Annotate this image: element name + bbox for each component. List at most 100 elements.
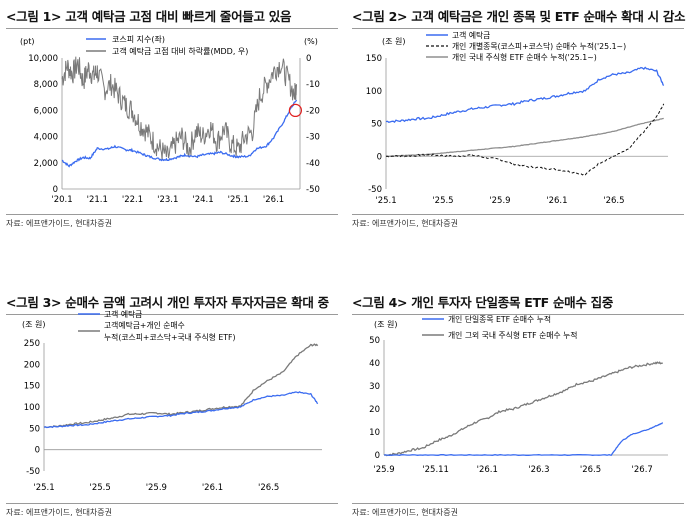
x-tick-label: '23.1 [157, 195, 178, 205]
title-divider [352, 28, 684, 29]
x-tick-label: '26.3 [528, 465, 549, 475]
series-line-kospi [61, 99, 298, 168]
y-tick-label: -50 [26, 467, 40, 477]
x-tick-label: '25.9 [146, 483, 167, 493]
x-tick-label: '25.1 [375, 196, 396, 206]
source-note: 자료: 에프앤가이드, 현대차증권 [352, 508, 459, 517]
series-line-other-etf [383, 361, 663, 457]
title-divider [352, 314, 684, 315]
x-tick-label: '25.5 [432, 196, 453, 206]
x-tick-label: '26.1 [477, 465, 498, 475]
chart-panel-1: <그림 1> 고객 예탁금 고점 대비 빠르게 줄어들고 있음 (pt) (%) 0… [0, 0, 346, 263]
chart-title: <그림 4> 개인 투자자 단일종목 ETF 순매수 집중 [352, 295, 614, 310]
series-line-mdd [61, 56, 297, 161]
y-axis-unit: (조 원) [22, 320, 46, 329]
x-tick-label: '26.1 [202, 483, 223, 493]
y-tick-label-left: 8,000 [34, 80, 58, 90]
y-tick-label-right: -20 [306, 106, 320, 116]
legend-label-deposits: 고객 예탁금 [452, 30, 490, 40]
chart-title: <그림 1> 고객 예탁금 고점 대비 빠르게 줄어들고 있음 [6, 9, 292, 24]
x-tick-label: '22.1 [122, 195, 143, 205]
series-line-stocks [385, 103, 665, 176]
chart-title: <그림 3> 순매수 금액 고려시 개인 투자자 투자자금은 확대 중 [6, 295, 329, 310]
chart-3-svg: (조 원) 250 200 150 100 50 0 -50 '25.1 '25.5 '25.9 '2… [22, 309, 322, 493]
y-tick-label-right: 0 [306, 54, 311, 64]
chart-panel-3: <그림 3> 순매수 금액 고려시 개인 투자자 투자자금은 확대 중 (조 원… [0, 263, 346, 527]
title-divider [6, 28, 338, 29]
series-line-single-etf [384, 422, 663, 457]
x-tick-label: '26.1 [546, 196, 567, 206]
source-note: 자료: 에프앤가이드, 현대차증권 [6, 508, 113, 517]
x-tick-label: '25.11 [422, 465, 449, 475]
y-tick-label: 150 [366, 54, 382, 64]
y-tick-label: 100 [24, 403, 40, 413]
x-tick-label: '24.1 [192, 195, 213, 205]
y-tick-label: 10 [369, 428, 380, 438]
source-divider [352, 214, 684, 215]
y-tick-label: 250 [24, 339, 40, 349]
y-tick-label: 40 [369, 359, 380, 369]
source-divider [352, 503, 684, 504]
y-axis-unit-right: (%) [304, 37, 318, 46]
y-tick-label: 100 [366, 87, 382, 97]
y-tick-label-left: 6,000 [34, 106, 58, 116]
y-tick-label-left: 10,000 [28, 54, 58, 64]
y-tick-label: 50 [29, 424, 40, 434]
legend-label-stocks: 개인 개별종목(코스피+코스닥) 순매수 누적('25.1~) [452, 41, 626, 51]
y-tick-label: 50 [371, 120, 382, 130]
series-line-deposits [385, 66, 665, 124]
y-tick-label-right: -40 [306, 159, 320, 169]
y-axis-unit: (조 원) [382, 37, 406, 46]
y-tick-label-left: 4,000 [34, 133, 58, 143]
y-tick-label-right: -50 [306, 185, 320, 195]
source-divider [6, 503, 338, 504]
x-tick-label: '25.1 [228, 195, 249, 205]
x-tick-label: '26.5 [580, 465, 601, 475]
chart-panel-4: <그림 4> 개인 투자자 단일종목 ETF 순매수 집중 (조 원) 50 40 3… [346, 263, 692, 527]
x-tick-label: '25.5 [90, 483, 111, 493]
legend-label-kospi: 코스피 지수(좌) [112, 35, 165, 44]
y-tick-label-right: -30 [306, 133, 320, 143]
y-tick-label: 150 [24, 382, 40, 392]
y-tick-label: 20 [369, 405, 380, 415]
x-tick-label: '25.9 [489, 196, 510, 206]
chart-4-svg: (조 원) 50 40 30 20 10 0 '25.9 '25.11 '26.1 '26.3 '26… [369, 314, 668, 475]
source-note: 자료: 에프앤가이드, 현대차증권 [6, 219, 113, 228]
y-axis-unit: (조 원) [374, 320, 398, 329]
x-tick-label: '26.1 [263, 195, 284, 205]
y-tick-label: 200 [24, 360, 40, 370]
series-line-total [43, 343, 319, 429]
y-tick-label: 30 [369, 382, 380, 392]
x-tick-label: '20.1 [51, 195, 72, 205]
highlight-circle [288, 103, 303, 118]
legend-label-etf: 개인 국내 주식형 ETF 순매수 누적('25.1~) [452, 52, 597, 62]
legend-label-single-etf: 개인 단일종목 ETF 순매수 누적 [448, 314, 551, 324]
y-tick-label: 50 [369, 336, 380, 346]
y-tick-label: -50 [368, 185, 382, 195]
chart-panel-2: <그림 2> 고객 예탁금은 개인 종목 및 ETF 순매수 확대 시 감소 (… [346, 0, 692, 263]
series-line-etf [385, 117, 664, 157]
y-tick-label: 0 [375, 451, 380, 461]
source-divider [6, 214, 338, 215]
legend-label-deposits: 고객 예탁금 [104, 309, 142, 319]
chart-1-svg: (pt) (%) 0 2,000 4,000 6,000 8,000 10,000 0 -10 -2… [20, 35, 320, 205]
series-line-deposits [43, 391, 319, 429]
title-divider [6, 314, 338, 315]
chart-title: <그림 2> 고객 예탁금은 개인 종목 및 ETF 순매수 확대 시 감소 [352, 9, 686, 24]
legend-label-total-cont: 누적(코스피+코스닥+국내 주식형 ETF) [104, 332, 236, 342]
x-tick-label: '26.5 [603, 196, 624, 206]
y-tick-label: 0 [377, 152, 382, 162]
chart-2-svg: (조 원)150 100 50 0 -50'25.1 '25.5 '25.9 '26.1 '26… [366, 30, 668, 206]
y-tick-label-left: 2,000 [34, 159, 58, 169]
x-tick-label: '25.1 [33, 483, 54, 493]
legend-label-other-etf: 개인 그외 국내 주식형 ETF 순매수 누적 [448, 330, 577, 340]
x-tick-label: '26.5 [258, 483, 279, 493]
y-tick-label-left: 0 [53, 185, 58, 195]
x-tick-label: '26.7 [632, 465, 653, 475]
x-tick-label: '25.9 [373, 465, 394, 475]
y-tick-label-right: -10 [306, 80, 320, 90]
y-axis-unit-left: (pt) [20, 37, 34, 46]
legend-label-total: 고객예탁금+개인 순매수 [104, 320, 185, 330]
x-tick-label: '21.1 [87, 195, 108, 205]
y-tick-label: 0 [35, 446, 40, 456]
